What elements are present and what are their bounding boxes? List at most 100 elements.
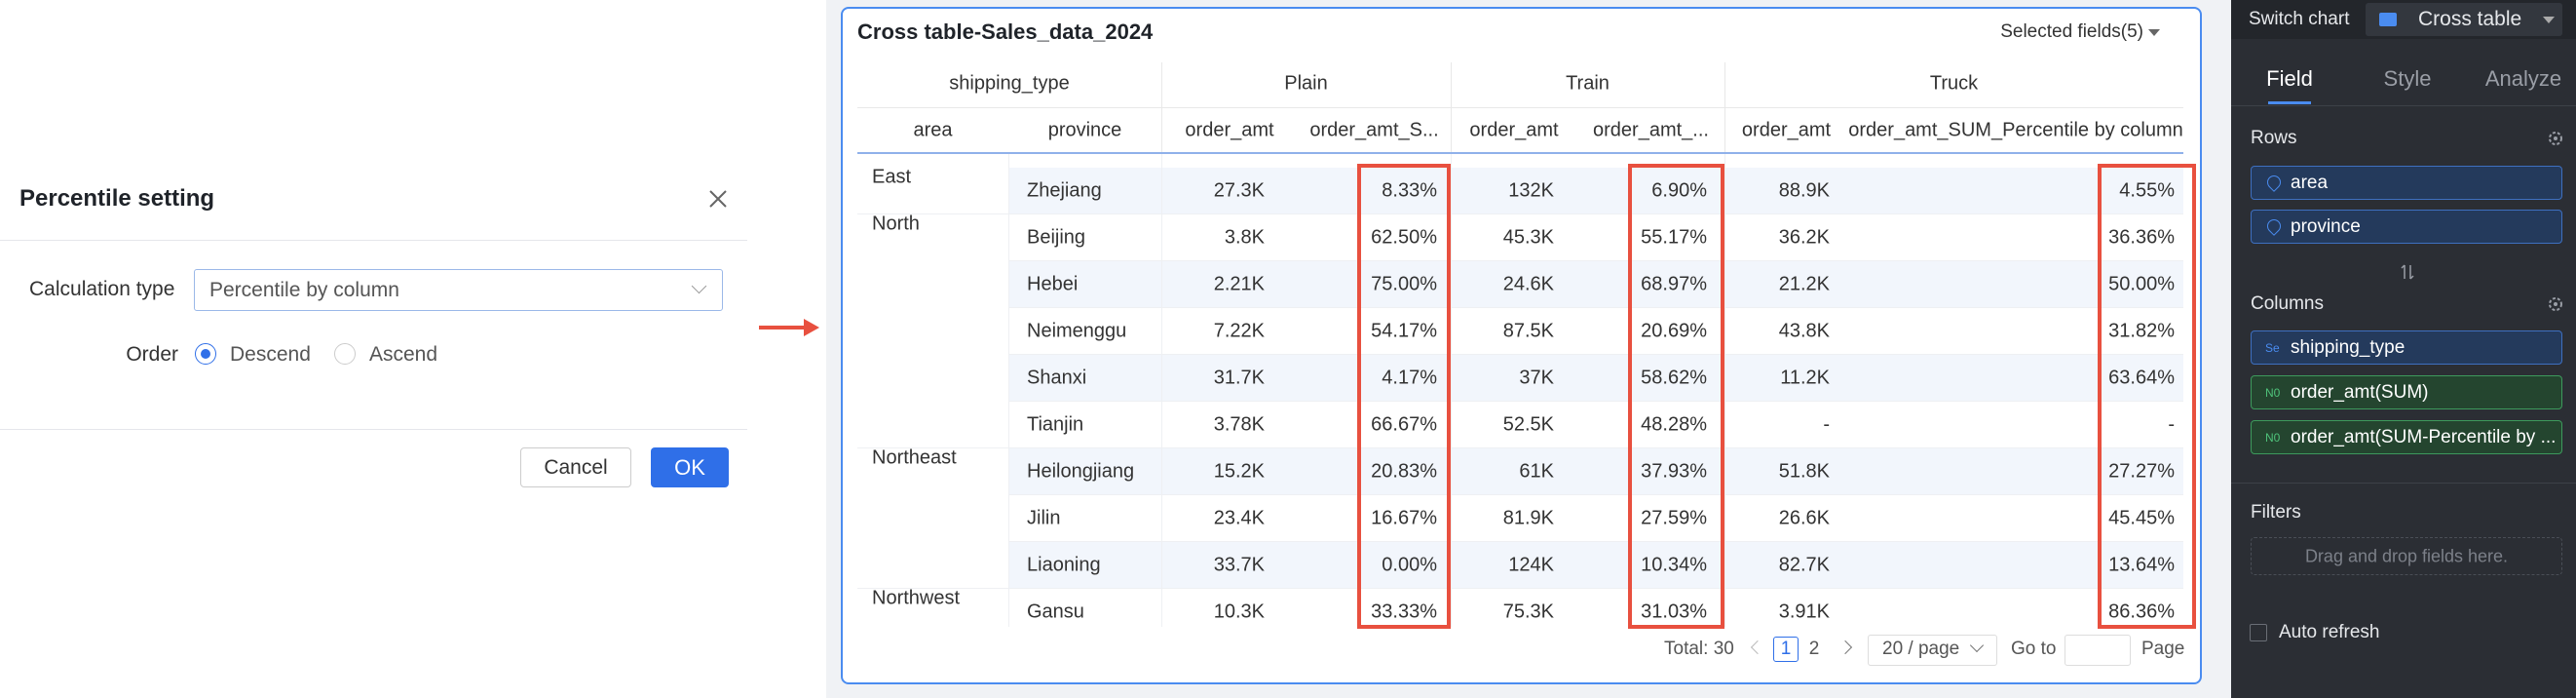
- chart-icon: [2379, 13, 2397, 26]
- value-cell: 50.00%: [2108, 273, 2175, 295]
- section-title: Filters: [2251, 502, 2301, 523]
- value-cell: 33.7K: [1213, 554, 1265, 576]
- row-stripe: [1008, 168, 2183, 214]
- button[interactable]: [520, 447, 631, 487]
- button-label: OK: [674, 455, 705, 480]
- radio[interactable]: [195, 343, 216, 365]
- section-title: Rows: [2251, 128, 2297, 148]
- row-stripe: [1008, 542, 2183, 589]
- value-cell: 55.17%: [1641, 226, 1707, 249]
- settings-icon: [2547, 295, 2564, 313]
- value-cell: 132K: [1508, 179, 1554, 202]
- province-cell: Beijing: [1027, 226, 1086, 249]
- page-size-select[interactable]: [1868, 635, 1997, 666]
- highlight-box: [1628, 164, 1724, 629]
- tab[interactable]: Analyze: [2484, 66, 2562, 91]
- divider: [857, 152, 2183, 154]
- value-cell: 31.7K: [1213, 367, 1265, 389]
- province-cell: Gansu: [1027, 601, 1084, 623]
- divider: [2231, 105, 2576, 106]
- value-cell: 124K: [1508, 554, 1554, 576]
- header-cell: order_amt: [1469, 119, 1559, 141]
- row-stripe: [1008, 355, 2183, 402]
- value-cell: 36.2K: [1778, 226, 1830, 249]
- caret: [2148, 29, 2160, 36]
- tab[interactable]: Field: [2266, 66, 2313, 91]
- field-pill[interactable]: [2251, 330, 2562, 365]
- drop-placeholder: Drag and drop fields here.: [2304, 546, 2509, 566]
- value-cell: 33.33%: [1371, 601, 1437, 623]
- dialog-title: Percentile setting: [19, 185, 215, 212]
- value-cell: 88.9K: [1778, 179, 1830, 202]
- header-cell: shipping_type: [949, 72, 1070, 95]
- tab[interactable]: Style: [2383, 66, 2432, 91]
- button-label: Cancel: [544, 456, 608, 479]
- value-cell: 87.5K: [1502, 320, 1554, 342]
- page-label: Page: [2141, 639, 2185, 659]
- row-border: [1008, 401, 2183, 402]
- row-border: [1008, 354, 2183, 355]
- value-cell: 27.59%: [1641, 507, 1707, 529]
- field-icon: Se: [2265, 341, 2280, 355]
- highlight-box: [1357, 164, 1451, 629]
- switch-label: Switch chart: [2249, 9, 2350, 29]
- value-cell: 16.67%: [1371, 507, 1437, 529]
- row-border: [1008, 494, 2183, 495]
- page-number: 2: [1808, 639, 1820, 659]
- value-cell: 6.90%: [1651, 179, 1707, 202]
- value-cell: 31.03%: [1641, 601, 1707, 623]
- area-cell: East: [872, 166, 912, 188]
- goto-input[interactable]: [2065, 635, 2131, 666]
- value-cell: 3.78K: [1213, 413, 1265, 436]
- arrow: [759, 319, 819, 336]
- divider: [1161, 62, 1162, 153]
- field-name: order_amt(SUM): [2291, 382, 2429, 403]
- province-cell: Hebei: [1027, 273, 1079, 295]
- value-cell: 52.5K: [1502, 413, 1554, 436]
- value-cell: 66.67%: [1371, 413, 1437, 436]
- close-button[interactable]: [706, 187, 730, 211]
- radio[interactable]: [334, 343, 356, 365]
- province-cell: Heilongjiang: [1027, 460, 1135, 483]
- value-cell: 63.64%: [2108, 367, 2175, 389]
- select-value: Percentile by column: [209, 279, 399, 301]
- field-name: shipping_type: [2291, 337, 2406, 358]
- value-cell: 81.9K: [1502, 507, 1554, 529]
- radio-label: Ascend: [369, 343, 438, 366]
- select[interactable]: [194, 269, 723, 311]
- value-cell: 68.97%: [1641, 273, 1707, 295]
- checkbox[interactable]: [2250, 624, 2267, 641]
- row-border: [1008, 541, 2183, 542]
- area-cell: Northeast: [872, 446, 957, 469]
- field-pill[interactable]: [2251, 166, 2562, 200]
- caret: [2543, 17, 2555, 23]
- field-name: order_amt(SUM-Percentile by ...: [2291, 427, 2557, 447]
- province-cell: Tianjin: [1027, 413, 1084, 436]
- field-pill[interactable]: [2251, 210, 2562, 244]
- goto-label: Go to: [2011, 639, 2057, 659]
- header-cell: Train: [1566, 72, 1610, 95]
- header-cell: order_amt: [1741, 119, 1832, 141]
- value-cell: 27.3K: [1213, 179, 1265, 202]
- field-icon: N0: [2265, 386, 2281, 400]
- field-pill[interactable]: [2251, 420, 2562, 454]
- value-cell: 27.27%: [2108, 460, 2175, 483]
- province-cell: Jilin: [1027, 507, 1061, 529]
- value-cell: 20.83%: [1371, 460, 1437, 483]
- value-cell: 3.91K: [1778, 601, 1830, 623]
- value-cell: 62.50%: [1371, 226, 1437, 249]
- divider: [1451, 62, 1452, 153]
- province-cell: Shanxi: [1027, 367, 1087, 389]
- value-cell: 51.8K: [1778, 460, 1830, 483]
- field-name: area: [2291, 173, 2329, 193]
- column-border: [1161, 154, 1162, 627]
- column-border: [1451, 154, 1452, 627]
- field-pill[interactable]: [2251, 375, 2562, 409]
- value-cell: 36.36%: [2108, 226, 2175, 249]
- value-cell: 21.2K: [1778, 273, 1830, 295]
- value-cell: 15.2K: [1213, 460, 1265, 483]
- page-active[interactable]: [1773, 637, 1799, 662]
- selected-fields[interactable]: Selected fields(5): [2000, 21, 2143, 42]
- chart-select[interactable]: [2366, 3, 2562, 36]
- button[interactable]: [651, 447, 729, 487]
